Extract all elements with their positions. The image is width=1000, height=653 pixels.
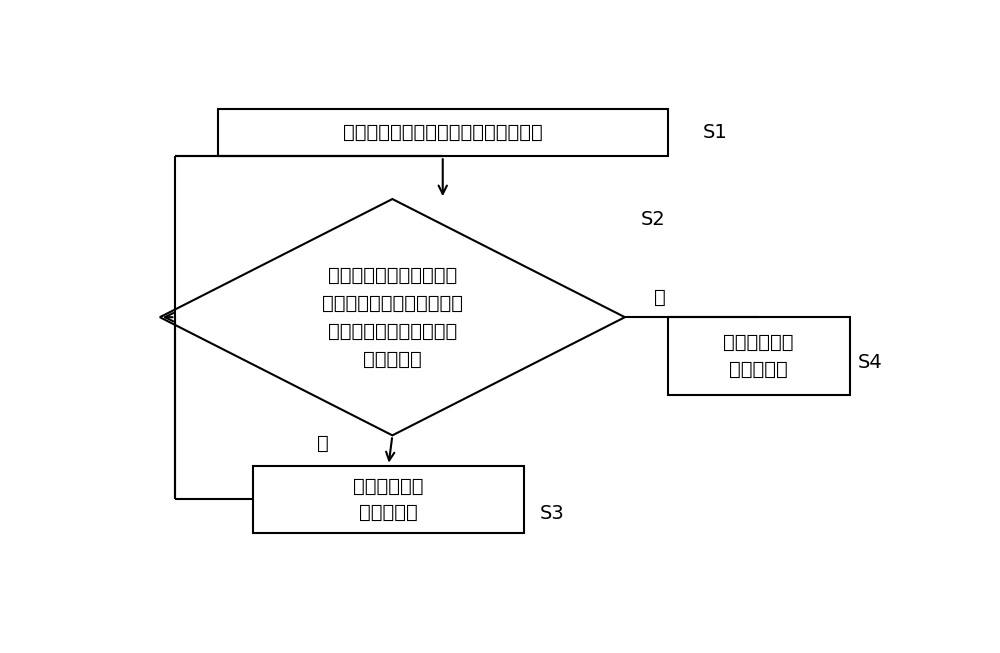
Text: 识别所述内胆图像信息中
的污渍图像，所述内胆图像
中是否存在满足预设条件
的污渍图像: 识别所述内胆图像信息中 的污渍图像，所述内胆图像 中是否存在满足预设条件 的污渍… [322,266,463,369]
Text: 对设备内胆进
行全局清洗: 对设备内胆进 行全局清洗 [723,334,794,379]
Bar [218,108,668,156]
Text: S3: S3 [540,504,564,523]
Bar [253,466,524,534]
Polygon shape [160,199,625,436]
Text: S4: S4 [857,353,882,372]
Text: 对污渍位置进
行定位清洗: 对污渍位置进 行定位清洗 [353,477,424,522]
Text: S2: S2 [640,210,665,229]
Text: 进入自清洗模式，获取设备的内胆图像: 进入自清洗模式，获取设备的内胆图像 [343,123,543,142]
Text: 否: 否 [654,287,665,306]
Text: 是: 是 [317,434,328,453]
Bar [668,317,850,395]
Text: S1: S1 [702,123,727,142]
